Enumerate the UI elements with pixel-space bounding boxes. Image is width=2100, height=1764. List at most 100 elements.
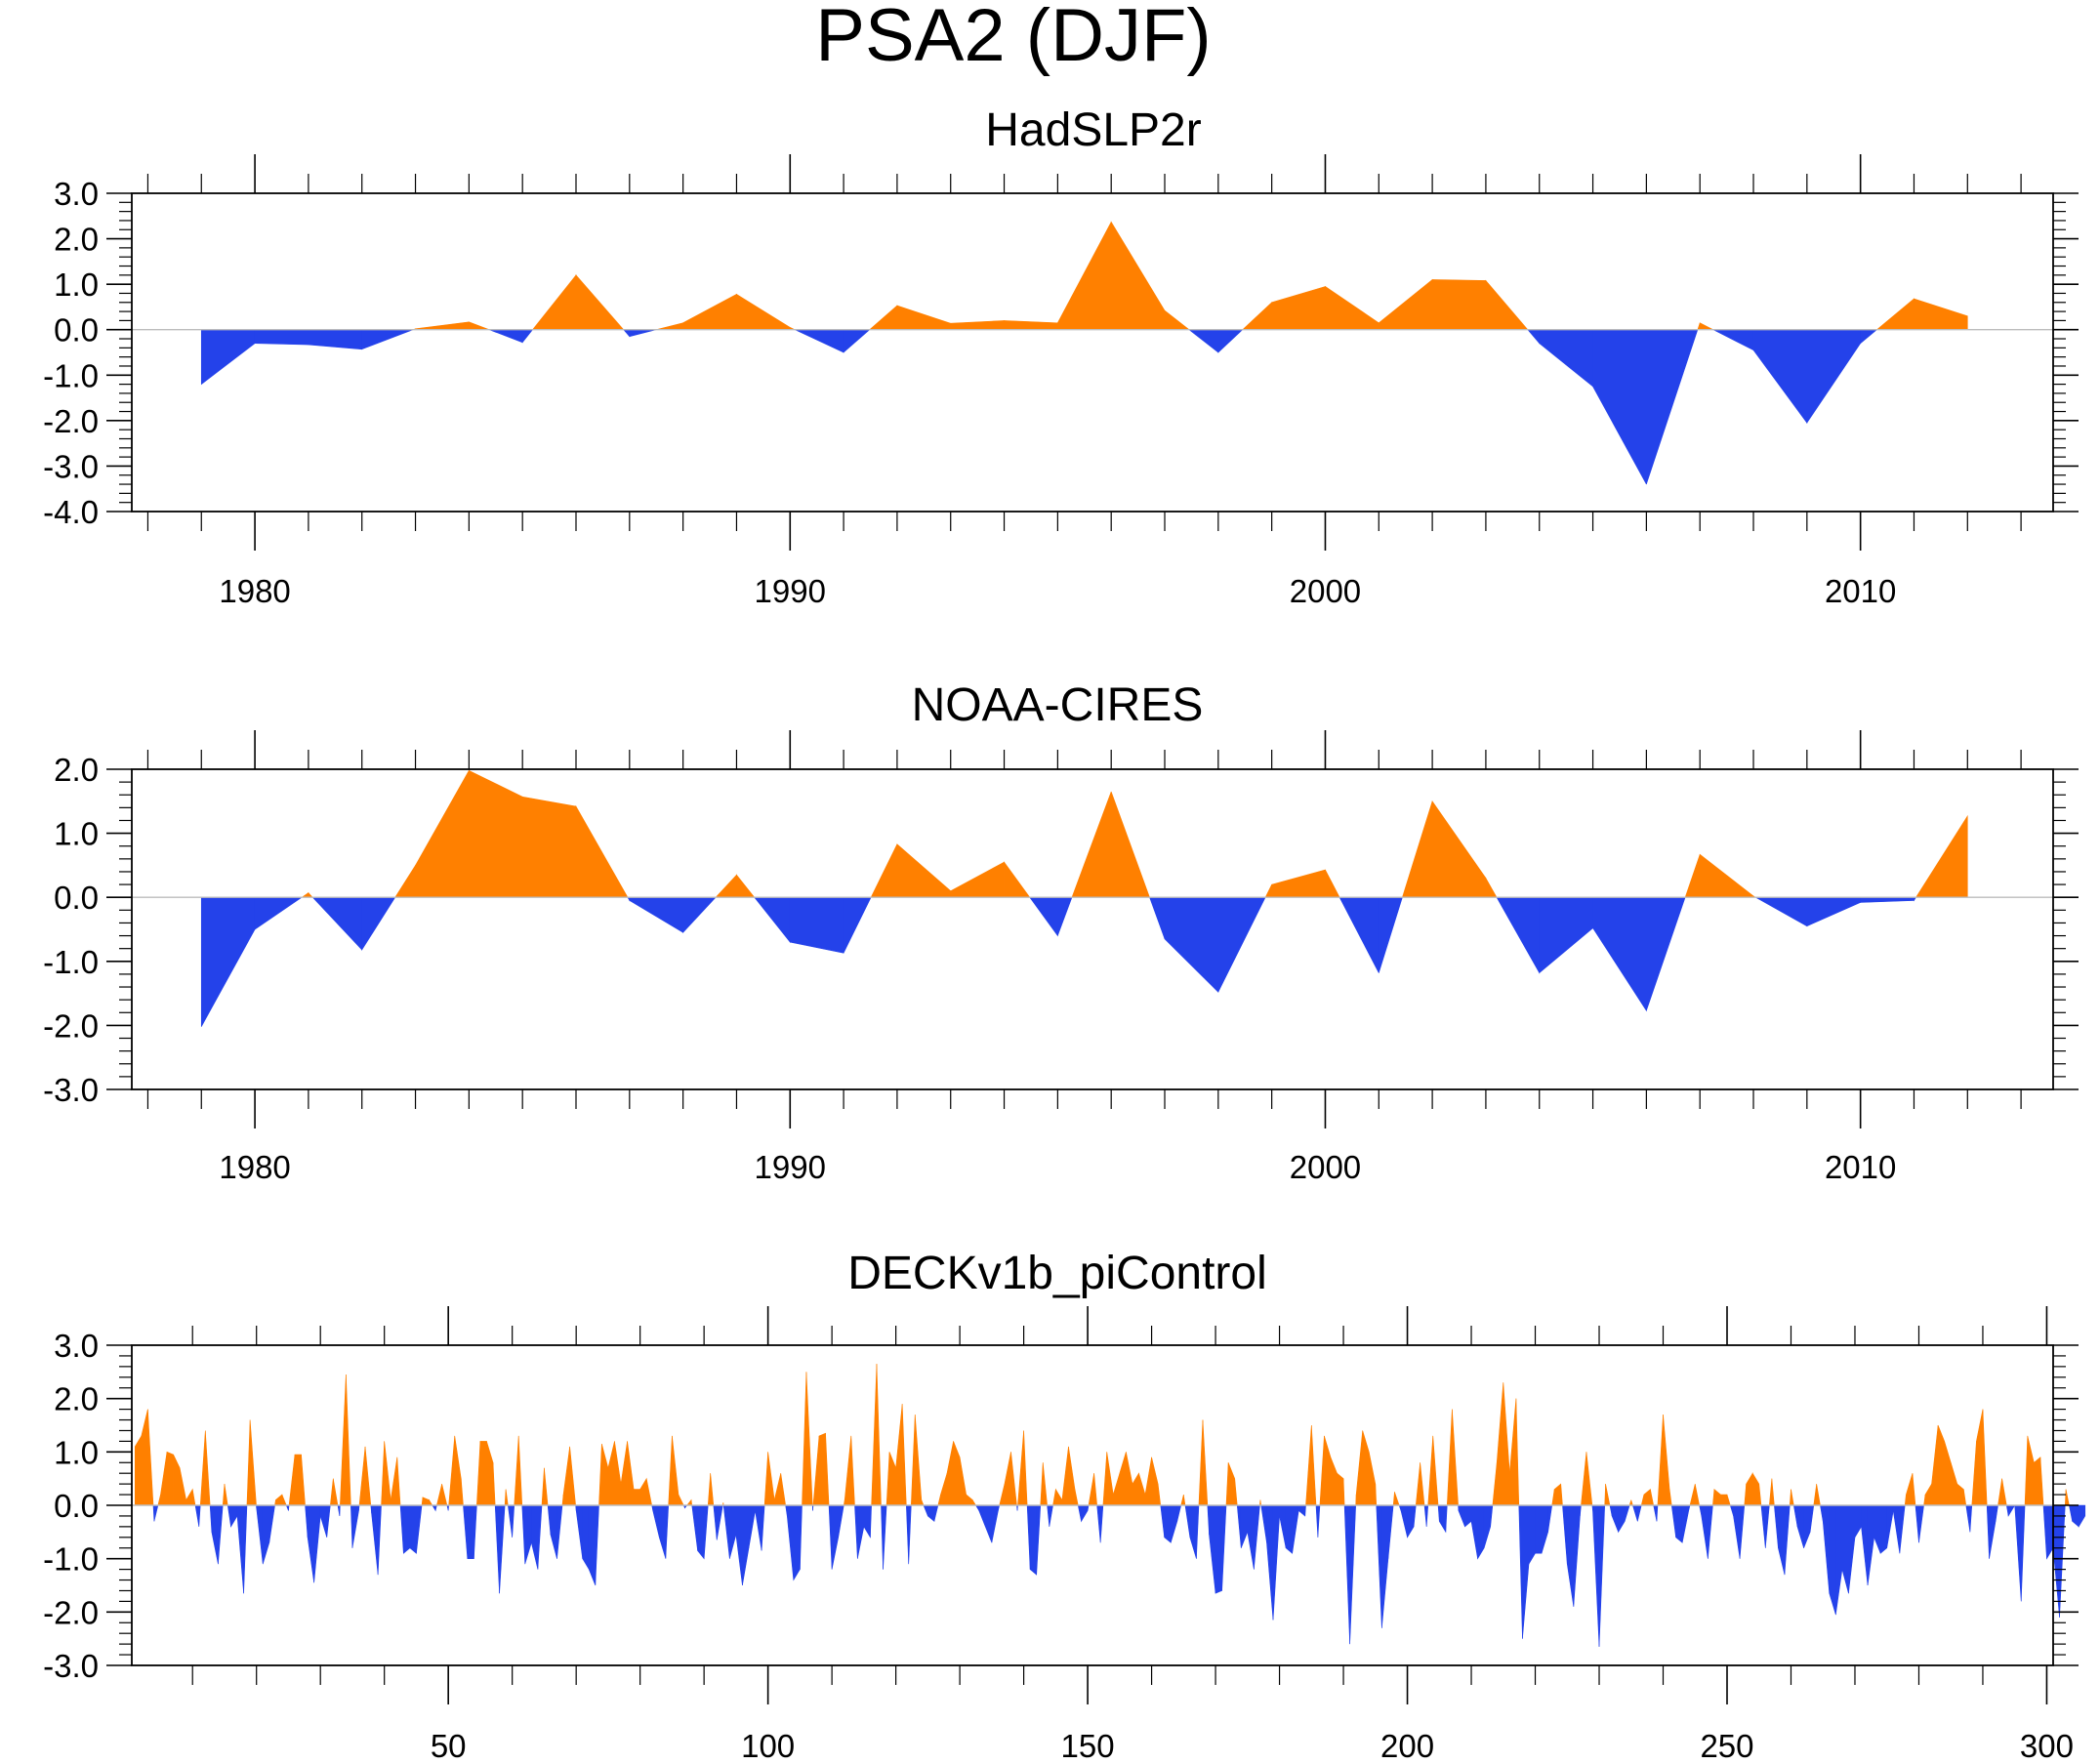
negative-area-segment xyxy=(1528,1504,1536,1566)
positive-area-segment xyxy=(469,769,523,898)
negative-area-segment xyxy=(629,896,683,933)
positive-area-segment xyxy=(1093,1473,1097,1506)
positive-area-segment xyxy=(1643,1488,1651,1506)
negative-area-segment xyxy=(2059,1504,2066,1618)
negative-area-segment xyxy=(1854,1504,1862,1538)
positive-area-segment xyxy=(1560,1484,1563,1506)
negative-area-segment xyxy=(1729,1504,1734,1517)
y-tick-label: 1.0 xyxy=(54,816,99,852)
x-tick-label: 300 xyxy=(2020,1728,2074,1764)
positive-area-segment xyxy=(486,1441,494,1506)
positive-area-segment xyxy=(844,1435,852,1506)
plot-frame xyxy=(131,192,2054,513)
negative-area-segment xyxy=(1458,1504,1465,1527)
positive-area-segment xyxy=(1259,1499,1262,1506)
negative-area-segment xyxy=(1304,1504,1306,1516)
positive-area-segment xyxy=(1042,1462,1048,1506)
positive-area-segment xyxy=(614,1441,622,1506)
positive-area-segment xyxy=(1337,1472,1344,1506)
positive-area-segment xyxy=(959,1456,967,1506)
positive-area-segment xyxy=(1553,1483,1562,1506)
positive-area-segment xyxy=(1906,1473,1914,1506)
positive-area-segment xyxy=(329,1478,334,1506)
positive-area-segment xyxy=(1496,1382,1504,1506)
positive-area-segment xyxy=(191,1489,196,1506)
positive-area-segment xyxy=(1126,1452,1133,1506)
negative-area-segment xyxy=(1470,1504,1478,1559)
negative-area-segment xyxy=(2020,1504,2026,1602)
positive-area-segment xyxy=(1132,1472,1139,1506)
positive-area-segment xyxy=(896,305,952,331)
negative-area-segment xyxy=(1057,896,1073,936)
negative-area-segment xyxy=(838,1504,844,1538)
positive-area-segment xyxy=(448,1435,456,1506)
positive-area-segment xyxy=(1931,1424,1939,1506)
negative-area-segment xyxy=(793,1504,801,1581)
negative-area-segment xyxy=(416,1504,423,1554)
negative-area-segment xyxy=(1527,329,1541,345)
positive-area-segment xyxy=(1431,800,1487,898)
positive-area-segment xyxy=(645,1478,653,1506)
negative-area-segment xyxy=(1407,1504,1415,1538)
negative-area-segment xyxy=(1969,1504,1973,1533)
negative-area-segment xyxy=(652,1504,660,1538)
negative-area-segment xyxy=(285,1504,289,1511)
negative-area-segment xyxy=(1184,1504,1191,1538)
y-tick-label: 0.0 xyxy=(54,312,99,349)
negative-area-segment xyxy=(1637,1504,1642,1522)
negative-area-segment xyxy=(1099,1504,1104,1543)
positive-area-segment xyxy=(1963,1489,1967,1506)
negative-area-segment xyxy=(1464,1504,1472,1528)
negative-area-segment xyxy=(800,1504,803,1570)
positive-area-segment xyxy=(1697,322,1701,331)
negative-area-segment xyxy=(399,1504,404,1554)
negative-area-segment xyxy=(211,1504,219,1565)
negative-area-segment xyxy=(1539,329,1593,388)
negative-area-segment xyxy=(1899,1504,1906,1554)
y-tick-label: 3.0 xyxy=(54,176,99,212)
y-tick-label: -2.0 xyxy=(43,1594,99,1630)
positive-area-segment xyxy=(2034,1456,2041,1506)
negative-area-segment xyxy=(2072,1504,2079,1528)
negative-area-segment xyxy=(843,896,872,954)
negative-area-segment xyxy=(218,1504,224,1565)
negative-area-segment xyxy=(1518,1504,1523,1639)
positive-area-segment xyxy=(575,274,625,331)
negative-area-segment xyxy=(1646,896,1686,1011)
positive-area-segment xyxy=(601,1444,609,1506)
panel-title: DECKv1b_piControl xyxy=(847,1248,1267,1299)
negative-area-segment xyxy=(1835,1504,1843,1616)
positive-area-segment xyxy=(436,1484,442,1506)
positive-area-segment xyxy=(678,1494,684,1506)
positive-area-segment xyxy=(763,1452,768,1506)
negative-area-segment xyxy=(1160,1504,1165,1538)
anomaly-areas xyxy=(200,221,1968,485)
positive-area-segment xyxy=(1944,1441,1952,1506)
negative-area-segment xyxy=(1189,1504,1197,1559)
negative-area-segment xyxy=(1026,1504,1031,1570)
positive-area-segment xyxy=(422,1497,430,1506)
negative-area-segment xyxy=(2007,1504,2016,1518)
negative-area-segment xyxy=(697,1504,705,1560)
panel-hadslp2r: HadSLP2r 3.0 2.0 1.0 0.0 -1.0 -2.0 -3.0 -4.0 198… xyxy=(43,104,2079,609)
positive-area-segment xyxy=(1325,285,1379,331)
positive-area-segment xyxy=(953,1441,961,1506)
y-tick-label: 1.0 xyxy=(54,1434,99,1470)
positive-area-segment xyxy=(1720,1494,1728,1506)
positive-area-segment xyxy=(199,1430,206,1506)
positive-area-segment xyxy=(381,1441,385,1506)
negative-area-segment xyxy=(1874,1504,1881,1554)
negative-area-segment xyxy=(254,329,309,346)
positive-area-segment xyxy=(707,1473,711,1506)
negative-area-segment xyxy=(262,1504,270,1565)
positive-area-segment xyxy=(1375,1484,1378,1506)
positive-area-segment xyxy=(1684,854,1701,898)
positive-area-segment xyxy=(1198,1419,1204,1506)
negative-area-segment xyxy=(1272,1504,1280,1620)
positive-area-segment xyxy=(1225,1462,1229,1506)
positive-area-segment xyxy=(429,1498,433,1506)
negative-area-segment xyxy=(1646,329,1699,485)
positive-area-segment xyxy=(1432,1435,1439,1506)
positive-area-segment xyxy=(1971,1441,1977,1506)
y-tick-label: -1.0 xyxy=(43,1541,99,1578)
